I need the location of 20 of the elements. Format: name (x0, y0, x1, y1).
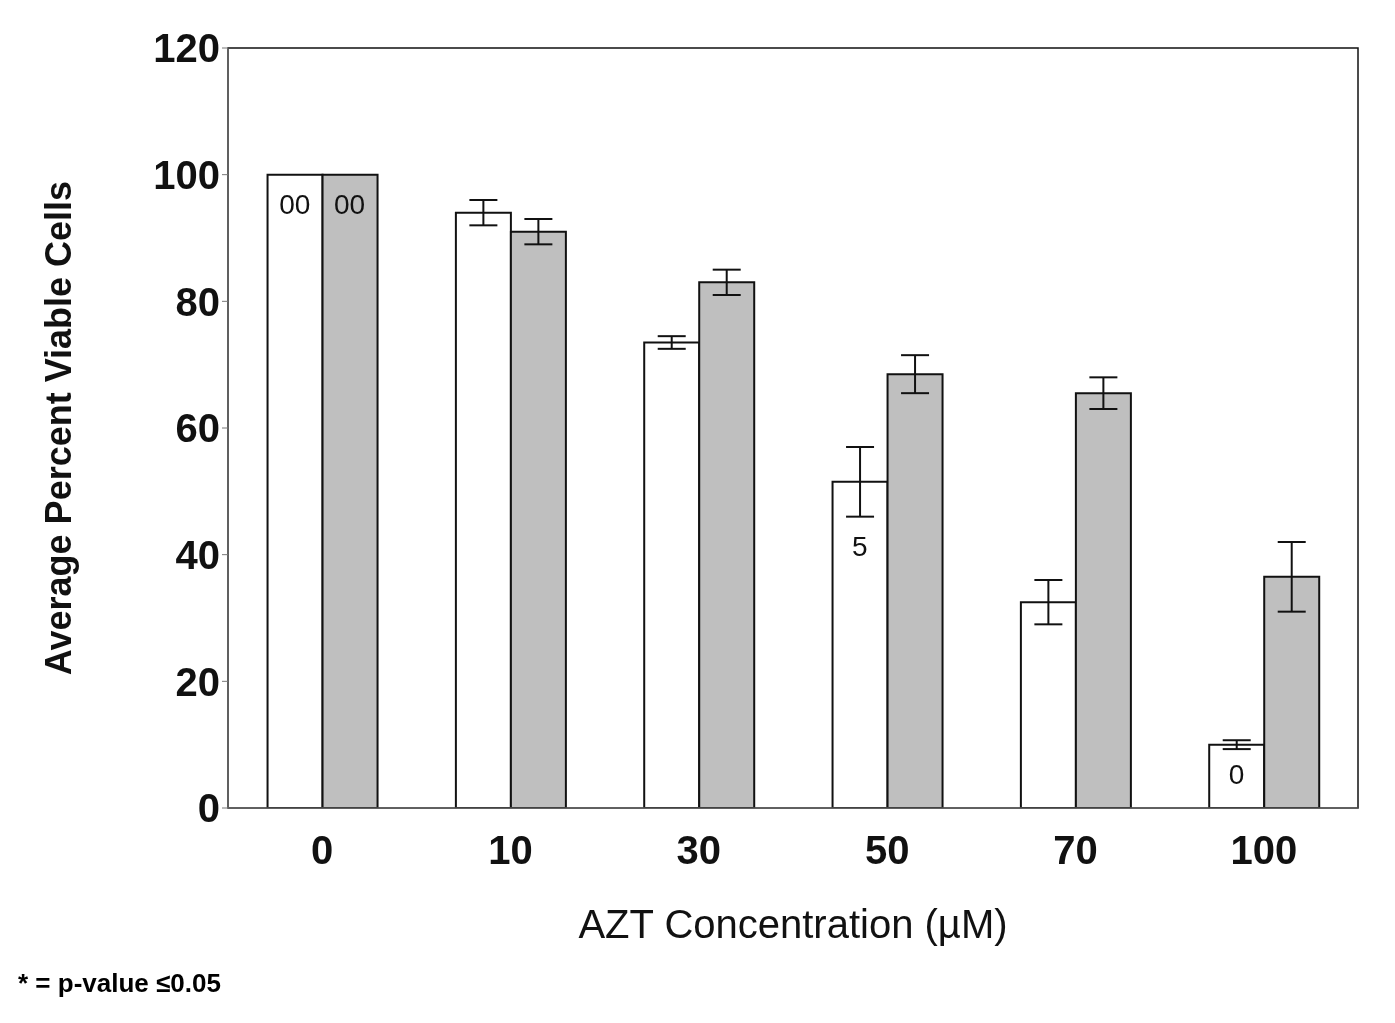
annotation: 00 (279, 188, 311, 220)
y-tick-label: 80 (175, 279, 220, 324)
x-tick-label: 100 (1230, 828, 1298, 873)
annotation: 00 (333, 188, 366, 220)
y-tick-label: 60 (175, 406, 220, 451)
y-tick-label: 100 (153, 152, 220, 197)
x-tick-label: 10 (488, 828, 533, 873)
x-axis-title: AZT Concentration (µM) (578, 902, 1008, 946)
annotation: 0 (1228, 758, 1245, 790)
y-tick-label: 0 (197, 786, 220, 831)
text: * = p-value ≤0.05 (17, 968, 222, 999)
annotation: 5 (852, 530, 868, 562)
x-tick-label: 30 (676, 828, 722, 873)
y-axis-title: Average Percent Viable Cells (37, 180, 79, 676)
y-tick-label: 120 (153, 26, 220, 71)
y-tick-label: 40 (175, 532, 220, 577)
y-tick-label: 20 (175, 659, 220, 704)
x-tick-label: 70 (1053, 828, 1098, 873)
x-tick-label: 50 (864, 828, 910, 873)
x-tick-label: 0 (311, 828, 334, 873)
